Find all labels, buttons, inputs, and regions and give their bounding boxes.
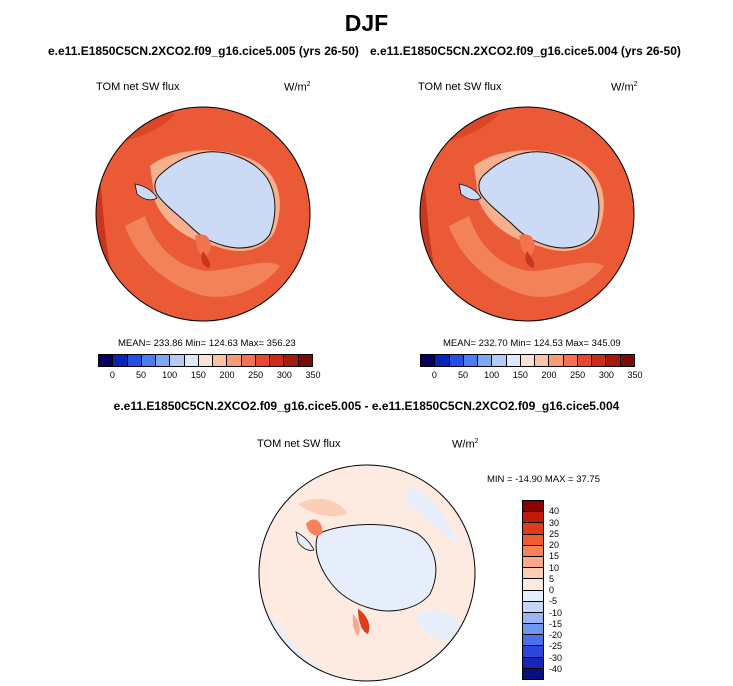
colorbar-tick-label: 30: [549, 517, 560, 528]
colorbar-swatch: [523, 556, 543, 569]
figure-title: DJF: [344, 10, 389, 36]
panel-left-polar-map: [95, 106, 311, 322]
colorbar-tick-label: 20: [549, 540, 560, 550]
colorbar-swatch: [523, 601, 543, 613]
diff-title: e.e11.E1850C5CN.2XCO2.f09_g16.cice5.005 …: [113, 399, 620, 413]
colorbar-tick-label: 50: [457, 370, 469, 380]
colorbar-tick-label: -15: [549, 618, 563, 629]
colorbar-tick-label: 5: [549, 573, 555, 584]
diff-colorbar-labels: 40 30 25 20 15 10 5 0 -5 -10 -15 -20 -25 -30 -40: [549, 500, 579, 680]
colorbar-tick-label: -40: [549, 663, 563, 674]
colorbar-tick-label: 150: [512, 370, 528, 380]
diff-stats: MIN = -14.90 MAX = 37.75: [487, 474, 601, 485]
colorbar-swatch: [506, 355, 521, 366]
colorbar-tick-label: 0: [109, 370, 115, 380]
panel-right-variable-label: TOM net SW flux: [418, 81, 502, 93]
colorbar-tick-label: 150: [190, 370, 206, 380]
colorbar-swatch: [535, 355, 550, 366]
colorbar-swatch: [523, 657, 543, 669]
panel-right-stats: MEAN= 232.70 Min= 124.53 Max= 345.09: [443, 338, 621, 349]
colorbar-swatch: [198, 355, 214, 366]
colorbar-tick-label: 200: [541, 370, 557, 380]
colorbar-tick-label: -5: [549, 596, 558, 607]
colorbar-swatch: [298, 355, 312, 366]
panel-left-stats: MEAN= 233.86 Min= 124.63 Max= 356.23: [118, 338, 296, 349]
diff-polar-map: [258, 464, 476, 682]
colorbar-swatch: [141, 355, 157, 366]
colorbar-tick-label: 250: [248, 370, 264, 380]
colorbar-swatch: [284, 355, 299, 366]
colorbar-tick-label: 300: [598, 370, 614, 380]
colorbar-swatch: [523, 635, 543, 647]
colorbar-swatch: [478, 355, 493, 366]
colorbar-swatch: [255, 355, 271, 366]
colorbar-swatch: [523, 545, 543, 557]
colorbar-tick-label: -30: [549, 652, 563, 663]
colorbar-tick-label: 300: [276, 370, 292, 380]
colorbar-swatch: [421, 355, 436, 366]
colorbar-swatch: [170, 355, 185, 366]
diff-variable-label: TOM net SW flux: [257, 438, 341, 450]
colorbar-tick-label: 10: [549, 562, 560, 573]
colorbar-swatch: [213, 355, 228, 366]
panel-right-polar-map: [419, 106, 635, 322]
colorbar-swatch: [520, 355, 536, 366]
colorbar-swatch: [127, 355, 142, 366]
colorbar-swatch: [523, 646, 543, 658]
colorbar-tick-label: 350: [305, 370, 321, 380]
colorbar-swatch: [463, 355, 479, 366]
panel-right-case-title: e.e11.E1850C5CN.2XCO2.f09_g16.cice5.004 …: [370, 44, 681, 58]
colorbar-swatch: [435, 355, 450, 366]
colorbar-tick-label: 15: [549, 551, 560, 562]
colorbar-swatch: [99, 355, 114, 366]
colorbar-tick-label: -10: [549, 607, 563, 618]
colorbar-swatch: [184, 355, 199, 366]
colorbar-swatch: [606, 355, 621, 366]
colorbar-swatch: [156, 355, 171, 366]
panel-right-units: W/m2: [611, 81, 638, 94]
diff-colorbar: [522, 500, 544, 680]
colorbar-swatch: [620, 355, 634, 366]
colorbar-swatch: [592, 355, 607, 366]
colorbar-tick-label: 350: [627, 370, 643, 380]
colorbar-swatch: [227, 355, 242, 366]
colorbar-swatch: [523, 579, 543, 591]
colorbar-swatch: [549, 355, 564, 366]
colorbar-swatch: [523, 534, 543, 546]
colorbar-swatch: [523, 624, 543, 636]
colorbar-tick-label: 50: [135, 370, 147, 380]
colorbar-tick-label: 0: [431, 370, 437, 380]
colorbar-swatch: [523, 523, 543, 535]
colorbar-swatch: [492, 355, 507, 366]
colorbar-tick-label: 0: [549, 585, 555, 595]
colorbar-tick-label: 250: [570, 370, 586, 380]
colorbar-swatch: [523, 668, 543, 679]
colorbar-swatch: [270, 355, 285, 366]
colorbar-tick-label: -25: [549, 641, 563, 652]
panel-left-variable-label: TOM net SW flux: [96, 81, 180, 93]
colorbar-swatch: [523, 512, 543, 524]
colorbar-swatch: [113, 355, 128, 366]
colorbar-swatch: [523, 568, 543, 580]
colorbar-tick-label: 40: [549, 506, 560, 517]
colorbar-swatch: [449, 355, 464, 366]
panel-right-colorbar: [420, 354, 635, 367]
colorbar-tick-label: 100: [484, 370, 500, 380]
diff-units: W/m2: [452, 438, 479, 451]
panel-left-colorbar: [98, 354, 313, 367]
colorbar-swatch: [241, 355, 256, 366]
colorbar-swatch: [523, 612, 543, 625]
colorbar-tick-label: 200: [219, 370, 235, 380]
colorbar-swatch: [563, 355, 578, 366]
colorbar-swatch: [523, 501, 543, 513]
panel-left-case-title: e.e11.E1850C5CN.2XCO2.f09_g16.cice5.005 …: [48, 44, 359, 58]
colorbar-tick-label: 25: [549, 528, 560, 539]
panel-left-units: W/m2: [284, 81, 311, 94]
colorbar-swatch: [577, 355, 593, 366]
colorbar-tick-label: -20: [549, 630, 563, 640]
colorbar-tick-label: 100: [162, 370, 178, 380]
colorbar-swatch: [523, 590, 543, 602]
